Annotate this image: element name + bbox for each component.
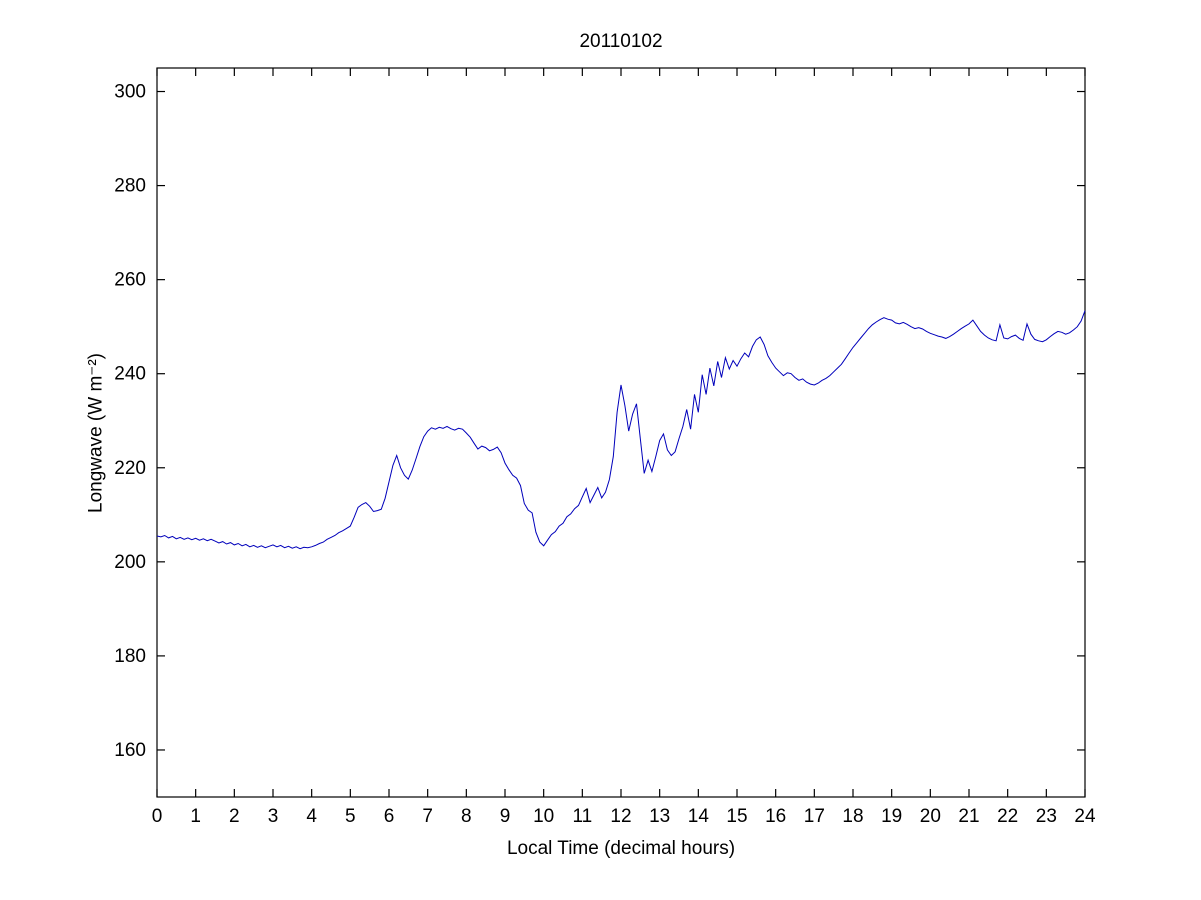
y-tick-label: 300 <box>114 82 146 103</box>
x-tick-label: 1 <box>190 806 201 827</box>
x-tick-label: 9 <box>500 806 511 827</box>
x-tick-label: 6 <box>384 806 395 827</box>
x-tick-label: 17 <box>804 806 825 827</box>
x-tick-label: 20 <box>920 806 941 827</box>
x-tick-label: 0 <box>152 806 163 827</box>
x-axis-label: Local Time (decimal hours) <box>506 838 736 859</box>
x-tick-label: 12 <box>610 806 631 827</box>
x-tick-label: 3 <box>268 806 279 827</box>
x-tick-label: 2 <box>229 806 240 827</box>
axes-box <box>156 67 1086 798</box>
x-tick-label: 5 <box>345 806 356 827</box>
x-tick-label: 22 <box>997 806 1018 827</box>
x-tick-label: 21 <box>958 806 979 827</box>
x-tick-label: 4 <box>306 806 317 827</box>
y-tick-label: 220 <box>114 458 146 479</box>
y-tick-label: 180 <box>114 646 146 667</box>
x-tick-label: 19 <box>881 806 902 827</box>
longwave-data-line <box>156 310 1086 550</box>
x-tick-label: 11 <box>572 806 592 827</box>
y-tick-label: 280 <box>114 176 146 197</box>
x-tick-label: 7 <box>422 806 433 827</box>
y-tick-label: 200 <box>114 552 146 573</box>
x-tick-label: 8 <box>461 806 472 827</box>
y-axis-label: Longwave (W m⁻²) <box>85 353 107 513</box>
x-tick-label: 15 <box>726 806 747 827</box>
x-tick-label: 14 <box>688 806 710 827</box>
y-tick-label: 240 <box>114 364 146 385</box>
y-tick-label: 160 <box>114 740 146 761</box>
x-tick-label: 24 <box>1074 806 1096 827</box>
x-tick-label: 23 <box>1036 806 1057 827</box>
chart-title: 20110102 <box>579 31 663 52</box>
y-tick-label: 260 <box>114 270 146 291</box>
x-tick-label: 18 <box>842 806 863 827</box>
x-tick-label: 13 <box>649 806 670 827</box>
x-tick-label: 16 <box>765 806 786 827</box>
x-tick-label: 10 <box>533 806 554 827</box>
